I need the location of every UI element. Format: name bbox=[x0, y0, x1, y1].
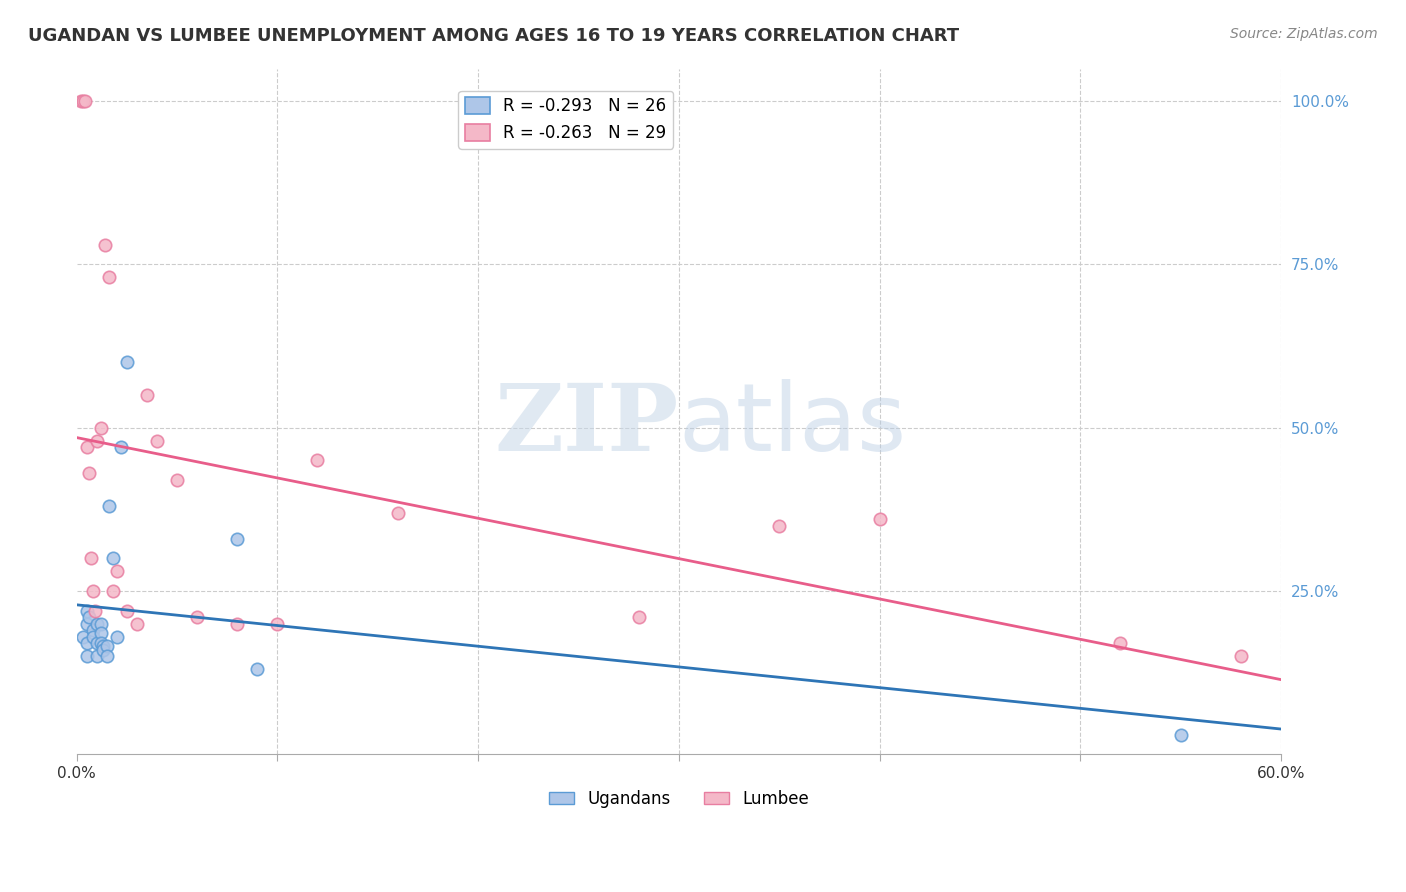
Point bbox=[166, 473, 188, 487]
Point bbox=[1109, 636, 1132, 650]
Text: ZIP: ZIP bbox=[495, 380, 679, 470]
Point bbox=[90, 636, 112, 650]
Point bbox=[90, 616, 112, 631]
Point bbox=[76, 440, 98, 454]
Point bbox=[77, 467, 100, 481]
Point bbox=[101, 583, 124, 598]
Point bbox=[73, 94, 96, 108]
Text: atlas: atlas bbox=[679, 379, 907, 471]
Point bbox=[768, 518, 790, 533]
Point bbox=[93, 237, 115, 252]
Point bbox=[226, 616, 249, 631]
Point bbox=[72, 630, 94, 644]
Point bbox=[91, 642, 114, 657]
Point bbox=[82, 630, 104, 644]
Point bbox=[101, 551, 124, 566]
Point bbox=[91, 640, 114, 654]
Point bbox=[90, 626, 112, 640]
Point bbox=[69, 94, 91, 108]
Point bbox=[90, 420, 112, 434]
Point bbox=[387, 506, 409, 520]
Point bbox=[146, 434, 169, 448]
Point bbox=[83, 603, 105, 617]
Legend: Ugandans, Lumbee: Ugandans, Lumbee bbox=[543, 783, 815, 814]
Point bbox=[77, 610, 100, 624]
Point bbox=[266, 616, 288, 631]
Text: Source: ZipAtlas.com: Source: ZipAtlas.com bbox=[1230, 27, 1378, 41]
Point bbox=[86, 649, 108, 664]
Point bbox=[1230, 649, 1253, 664]
Point bbox=[82, 623, 104, 637]
Point bbox=[76, 636, 98, 650]
Point bbox=[76, 649, 98, 664]
Point bbox=[115, 603, 138, 617]
Point bbox=[110, 440, 132, 454]
Point bbox=[76, 603, 98, 617]
Text: UGANDAN VS LUMBEE UNEMPLOYMENT AMONG AGES 16 TO 19 YEARS CORRELATION CHART: UGANDAN VS LUMBEE UNEMPLOYMENT AMONG AGE… bbox=[28, 27, 959, 45]
Point bbox=[869, 512, 891, 526]
Point bbox=[115, 355, 138, 369]
Point bbox=[125, 616, 148, 631]
Point bbox=[186, 610, 208, 624]
Point bbox=[76, 616, 98, 631]
Point bbox=[1170, 728, 1192, 742]
Point bbox=[226, 532, 249, 546]
Point bbox=[96, 640, 118, 654]
Point bbox=[105, 630, 128, 644]
Point bbox=[82, 583, 104, 598]
Point bbox=[97, 499, 120, 513]
Point bbox=[79, 551, 101, 566]
Point bbox=[97, 270, 120, 285]
Point bbox=[96, 649, 118, 664]
Point bbox=[105, 565, 128, 579]
Point bbox=[307, 453, 329, 467]
Point bbox=[86, 636, 108, 650]
Point bbox=[86, 616, 108, 631]
Point bbox=[86, 434, 108, 448]
Point bbox=[72, 94, 94, 108]
Point bbox=[627, 610, 650, 624]
Point bbox=[246, 662, 269, 676]
Point bbox=[135, 388, 157, 402]
